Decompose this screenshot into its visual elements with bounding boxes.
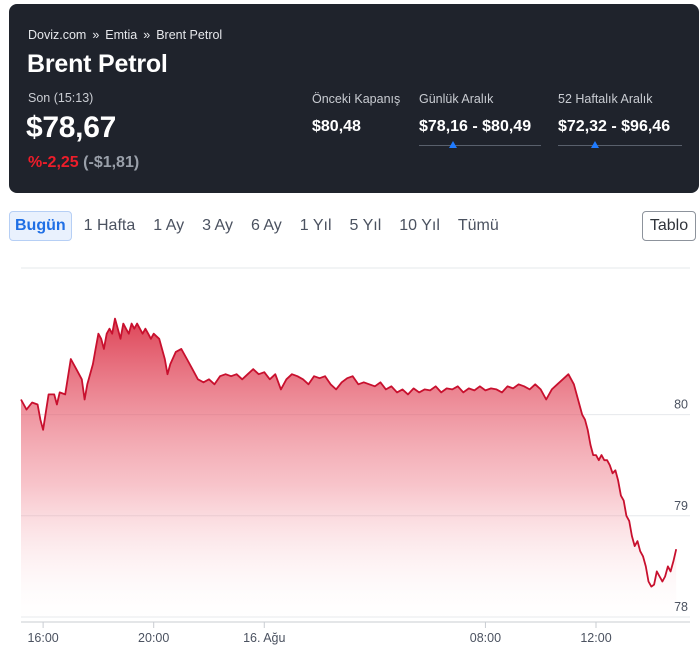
week52-range-stat: 52 Haftalık Aralık $72,32 - $96,46 bbox=[558, 92, 670, 136]
tab-1[interactable]: 1 Hafta bbox=[83, 217, 136, 234]
change-percent: %-2,25 bbox=[28, 154, 79, 171]
week52-range-value: $72,32 - $96,46 bbox=[558, 118, 671, 135]
tab-3[interactable]: 3 Ay bbox=[202, 217, 233, 234]
price-line bbox=[20, 317, 678, 588]
period-tabs: Bugün 1 Hafta 1 Ay 3 Ay 6 Ay 1 Yıl 5 Yıl 10 Yıl… bbox=[9, 211, 511, 241]
y-tick-label: 79 bbox=[674, 499, 688, 513]
breadcrumb-separator: » bbox=[143, 28, 151, 42]
breadcrumb-item-site[interactable]: Doviz.com bbox=[28, 28, 87, 42]
breadcrumb-item-current: Brent Petrol bbox=[156, 28, 223, 42]
page-title: Brent Petrol bbox=[27, 50, 168, 78]
last-price-label: Son (15:13) bbox=[28, 91, 94, 105]
x-tick-label: 20:00 bbox=[138, 631, 169, 645]
y-tick-label: 78 bbox=[674, 600, 688, 614]
daily-range-value: $78,16 - $80,49 bbox=[419, 118, 532, 135]
week52-range-marker-icon bbox=[591, 141, 600, 148]
price-chart[interactable]: 78 79 80 16:00 20:00 16. Ağu 08:00 12:00 bbox=[0, 260, 700, 662]
x-tick-label: 08:00 bbox=[470, 631, 501, 645]
prev-close-stat: Önceki Kapanış $80,48 bbox=[312, 92, 400, 136]
quote-header: Doviz.com » Emtia » Brent Petrol Brent P… bbox=[9, 4, 699, 193]
daily-range-stat: Günlük Aralık $78,16 - $80,49 bbox=[419, 92, 531, 136]
prev-close-value: $80,48 bbox=[312, 118, 361, 135]
tab-2[interactable]: 1 Ay bbox=[153, 217, 185, 234]
table-view-button[interactable]: Tablo bbox=[642, 211, 696, 241]
prev-close-label: Önceki Kapanış bbox=[312, 92, 401, 106]
y-tick-label: 80 bbox=[674, 398, 688, 412]
tab-5[interactable]: 1 Yıl bbox=[299, 217, 332, 234]
price-change: %-2,25 (-$1,81) bbox=[28, 154, 139, 172]
price-area bbox=[21, 318, 677, 622]
week52-range-bar bbox=[558, 145, 682, 146]
breadcrumb: Doviz.com » Emtia » Brent Petrol bbox=[28, 28, 222, 42]
breadcrumb-separator: » bbox=[92, 28, 100, 42]
x-tick-label: 16. Ağu bbox=[243, 631, 285, 645]
daily-range-bar bbox=[419, 145, 541, 146]
x-tick-label: 12:00 bbox=[580, 631, 611, 645]
change-absolute: (-$1,81) bbox=[83, 154, 140, 171]
tab-7[interactable]: 10 Yıl bbox=[399, 217, 440, 234]
x-tick-label: 16:00 bbox=[27, 631, 58, 645]
last-price: $78,67 bbox=[26, 111, 116, 144]
tab-0[interactable]: Bugün bbox=[9, 211, 72, 241]
daily-range-label: Günlük Aralık bbox=[419, 92, 494, 106]
tab-4[interactable]: 6 Ay bbox=[250, 217, 282, 234]
tab-8[interactable]: Tümü bbox=[457, 217, 499, 234]
breadcrumb-item-category[interactable]: Emtia bbox=[105, 28, 138, 42]
tab-6[interactable]: 5 Yıl bbox=[349, 217, 382, 234]
week52-range-label: 52 Haftalık Aralık bbox=[558, 92, 653, 106]
daily-range-marker-icon bbox=[449, 141, 458, 148]
